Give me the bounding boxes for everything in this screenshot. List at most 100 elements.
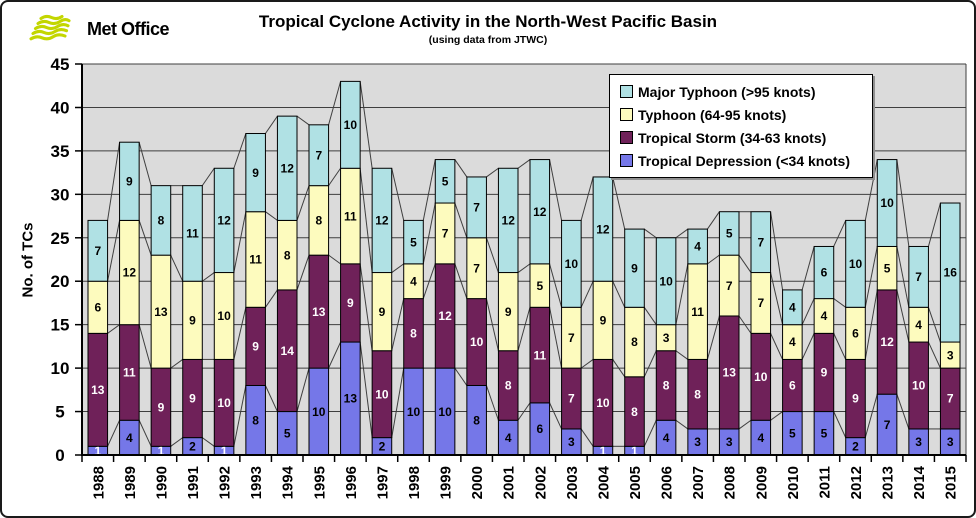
bar-segment-label: 10 (565, 257, 579, 271)
bar-segment-label: 6 (789, 379, 796, 393)
bar-segment-label: 9 (189, 392, 196, 406)
bar-segment-label: 13 (312, 305, 326, 319)
y-tick-label: 0 (55, 446, 64, 465)
bar-segment-label: 9 (252, 166, 259, 180)
legend-item: Tropical Storm (34-63 knots) (620, 126, 864, 149)
bar-segment-label: 1 (94, 444, 101, 458)
bar-segment-label: 5 (789, 426, 796, 440)
x-tick-label: 1995 (311, 466, 328, 499)
y-axis-title: No. of TCs (19, 222, 37, 298)
bar-segment-label: 4 (694, 240, 701, 254)
bar-segment-label: 9 (252, 340, 259, 354)
bar-segment-label: 10 (407, 405, 421, 419)
bar-segment (182, 185, 203, 282)
x-tick-label: 2010 (785, 466, 802, 499)
bar-segment-label: 8 (694, 387, 701, 401)
bar-segment-label: 8 (631, 405, 638, 419)
bar-segment-label: 10 (470, 335, 484, 349)
bar-segment-label: 4 (757, 431, 764, 445)
bar-segment-label: 10 (312, 405, 326, 419)
bar-segment-label: 4 (915, 318, 922, 332)
bar-segment-label: 8 (410, 327, 417, 341)
bar-segment-label: 8 (663, 379, 670, 393)
bar-segment-label: 7 (568, 331, 575, 345)
bar-segment-label: 12 (123, 266, 137, 280)
x-tick-label: 1996 (343, 466, 360, 499)
bar-segment-label: 7 (473, 261, 480, 275)
bar-segment-label: 12 (217, 214, 231, 228)
bar-segment-label: 1 (600, 444, 607, 458)
bar-segment-label: 10 (596, 396, 610, 410)
bar-segment (845, 219, 866, 308)
bar-segment-label: 7 (442, 227, 449, 241)
bar-segment-label: 14 (281, 344, 295, 358)
bar-segment-label: 4 (410, 274, 417, 288)
bar-segment-label: 12 (281, 161, 295, 175)
bar-segment-label: 9 (126, 175, 133, 189)
bar-segment-label: 1 (631, 444, 638, 458)
bar-segment-label: 11 (123, 366, 136, 380)
y-tick-label: 5 (55, 403, 64, 422)
bar-segment-label: 10 (754, 370, 768, 384)
bar-segment-label: 4 (126, 431, 133, 445)
bar-segment-label: 6 (536, 422, 543, 436)
bar-segment (340, 80, 361, 169)
bar-segment-label: 7 (915, 270, 922, 284)
x-tick-label: 1999 (438, 466, 455, 499)
bar-segment (782, 289, 803, 326)
bar-segment-label: 5 (284, 426, 291, 440)
bar-segment (434, 159, 456, 204)
y-axis-ticks: 0 5 10 15 20 25 30 35 40 45 (51, 55, 82, 465)
bar-segment (655, 237, 677, 326)
x-tick-label: 2006 (659, 466, 676, 499)
bar-segment (245, 133, 266, 213)
bar-segment-label: 9 (631, 261, 638, 275)
legend-swatch (620, 154, 633, 167)
bar-segment-label: 1 (158, 444, 165, 458)
bar-segment-label: 9 (379, 305, 386, 319)
bar-segment-label: 9 (852, 392, 859, 406)
x-tick-label: 2007 (690, 466, 707, 499)
bar-segment-label: 9 (505, 305, 512, 319)
bar-segment (561, 219, 582, 308)
bar-segment (813, 245, 835, 300)
bar-segment-label: 3 (947, 348, 954, 362)
x-tick-label: 2014 (911, 465, 928, 499)
bar-segment-label: 8 (284, 248, 291, 262)
bar-segment (213, 167, 235, 274)
bar-segment-label: 6 (821, 266, 828, 280)
bar-segment-label: 8 (473, 413, 480, 427)
x-tick-label: 2003 (564, 466, 581, 499)
legend-label: Tropical Storm (34-63 knots) (638, 129, 827, 146)
bar-segment-label: 3 (568, 435, 575, 449)
met-office-logo-text: Met Office (87, 18, 170, 39)
x-tick-label: 2005 (627, 466, 644, 499)
bar-segment-label: 5 (884, 261, 891, 275)
x-tick-label: 1989 (122, 466, 139, 499)
y-tick-label: 25 (51, 229, 70, 248)
bar-segment-label: 8 (631, 335, 638, 349)
y-tick-label: 20 (51, 272, 70, 291)
bar-segment-label: 11 (533, 348, 546, 362)
bar-segment (624, 228, 645, 308)
legend-label: Tropical Depression (<34 knots) (638, 152, 851, 169)
x-tick-label: 2013 (880, 466, 897, 499)
y-tick-label: 40 (51, 98, 70, 117)
bar-segment-label: 10 (880, 196, 894, 210)
bar-segment-label: 6 (94, 300, 101, 314)
bar-segment-label: 9 (821, 366, 828, 380)
bar-segment-label: 4 (789, 300, 796, 314)
bar-segment-label: 7 (757, 296, 764, 310)
x-tick-label: 1990 (153, 466, 170, 499)
bar-segment-label: 10 (659, 274, 673, 288)
bar-segment-label: 10 (217, 309, 231, 323)
bar-segment-label: 7 (315, 148, 322, 162)
bar-segment-label: 16 (944, 266, 958, 280)
bar-segment-label: 7 (94, 244, 101, 258)
x-tick-label: 1998 (406, 466, 423, 499)
x-tick-label: 1997 (374, 466, 391, 499)
bar-segment-label: 13 (91, 383, 105, 397)
bar-segment-label: 11 (186, 227, 199, 241)
bar-segment-label: 7 (947, 392, 954, 406)
